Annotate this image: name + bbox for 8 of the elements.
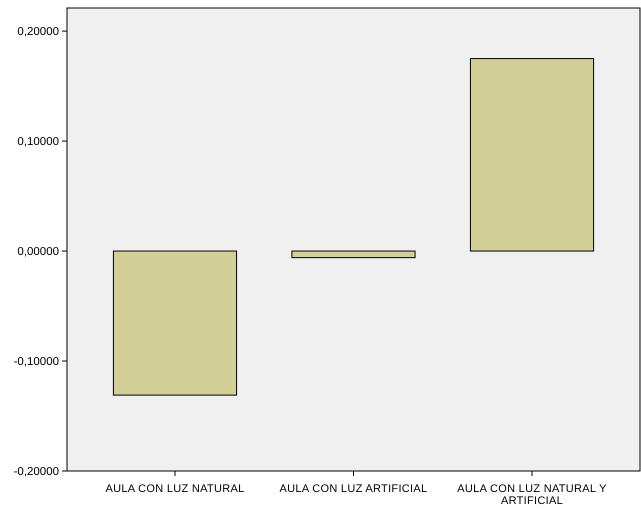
y-tick-label: 0,10000	[17, 136, 59, 148]
y-tick-label: -0,10000	[14, 356, 59, 368]
x-tick-label: AULA CON LUZ NATURAL	[105, 483, 245, 495]
x-tick-label: AULA CON LUZ NATURAL Y ARTIFICIAL	[457, 483, 608, 507]
y-tick-label: 0,20000	[17, 26, 59, 38]
y-tick-label: -0,20000	[14, 466, 59, 478]
x-tick-label: AULA CON LUZ ARTIFICIAL	[280, 483, 428, 495]
y-tick-label: 0,00000	[17, 246, 59, 258]
